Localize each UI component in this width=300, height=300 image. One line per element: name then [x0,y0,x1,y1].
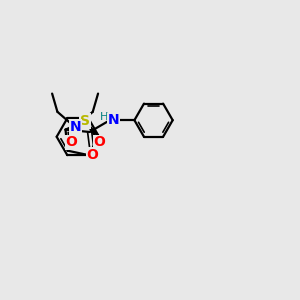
Text: N: N [107,113,119,127]
Text: O: O [66,135,78,149]
Text: H: H [100,112,109,122]
Text: N: N [69,120,81,134]
Text: S: S [80,114,90,128]
Text: O: O [87,148,98,162]
Text: O: O [94,135,106,149]
